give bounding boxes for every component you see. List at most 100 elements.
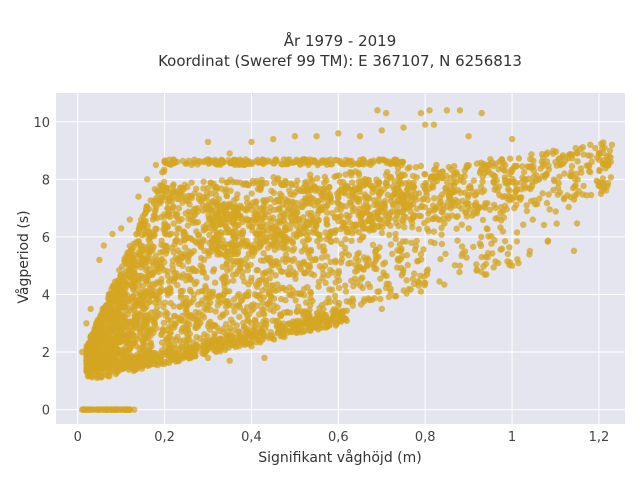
x-tick-label: 1,2 bbox=[589, 430, 610, 445]
y-tick-label: 6 bbox=[42, 231, 50, 246]
data-point bbox=[499, 193, 506, 200]
data-point bbox=[121, 290, 128, 298]
x-axis-ticks: 0 0,2 0,4 0,6 0,8 1 1,2 bbox=[74, 430, 610, 445]
data-point bbox=[207, 179, 214, 187]
data-point bbox=[429, 215, 437, 222]
data-point bbox=[243, 255, 250, 262]
data-point bbox=[387, 241, 395, 248]
data-point bbox=[400, 287, 407, 294]
data-point bbox=[503, 205, 510, 213]
data-point bbox=[287, 180, 295, 187]
data-point bbox=[259, 287, 266, 294]
data-point bbox=[332, 279, 339, 286]
data-point bbox=[291, 133, 299, 140]
data-point bbox=[409, 275, 416, 283]
data-point bbox=[498, 245, 506, 252]
data-point bbox=[130, 240, 137, 248]
data-point bbox=[282, 196, 289, 203]
data-point bbox=[283, 239, 290, 246]
data-point bbox=[161, 351, 168, 359]
data-point bbox=[585, 162, 592, 169]
data-point bbox=[335, 267, 342, 275]
data-point bbox=[161, 221, 168, 229]
data-point bbox=[258, 335, 265, 342]
chart-title-line-2: Koordinat (Sweref 99 TM): E 367107, N 62… bbox=[158, 52, 522, 70]
y-tick-label: 4 bbox=[42, 288, 50, 303]
data-point bbox=[393, 186, 400, 194]
data-point bbox=[307, 175, 314, 182]
data-point bbox=[177, 292, 185, 299]
data-point bbox=[145, 236, 152, 243]
data-point bbox=[398, 264, 405, 272]
data-point bbox=[306, 186, 313, 193]
data-point bbox=[526, 247, 534, 255]
data-point bbox=[193, 342, 200, 349]
data-point bbox=[287, 191, 294, 198]
data-point bbox=[293, 290, 301, 297]
data-point bbox=[424, 225, 431, 232]
data-point bbox=[579, 191, 586, 198]
data-point bbox=[214, 201, 221, 208]
data-point bbox=[142, 206, 150, 213]
data-point bbox=[291, 320, 299, 327]
data-point bbox=[91, 328, 99, 335]
data-point bbox=[99, 313, 106, 321]
data-point bbox=[306, 254, 313, 261]
data-point bbox=[283, 255, 290, 263]
data-point bbox=[142, 276, 149, 284]
data-point bbox=[497, 204, 505, 211]
data-point bbox=[151, 320, 158, 327]
data-point bbox=[214, 216, 222, 223]
data-point bbox=[204, 354, 212, 361]
data-point bbox=[457, 177, 464, 184]
data-point bbox=[93, 319, 101, 327]
data-point bbox=[461, 173, 468, 180]
data-point bbox=[193, 185, 200, 192]
data-point bbox=[367, 159, 374, 166]
data-point bbox=[153, 279, 161, 286]
data-point bbox=[404, 165, 411, 172]
data-point bbox=[527, 156, 534, 163]
data-point bbox=[158, 360, 165, 367]
data-point bbox=[138, 365, 146, 372]
data-point bbox=[152, 161, 160, 169]
data-point bbox=[302, 320, 309, 328]
data-point bbox=[114, 332, 122, 339]
data-point bbox=[552, 208, 559, 215]
data-point bbox=[513, 229, 521, 236]
data-point bbox=[313, 133, 320, 140]
data-point bbox=[203, 274, 210, 281]
data-point bbox=[334, 200, 342, 207]
data-point bbox=[128, 357, 135, 364]
data-point bbox=[252, 320, 260, 327]
data-point bbox=[464, 203, 471, 210]
data-point bbox=[126, 318, 133, 326]
data-point bbox=[306, 229, 313, 236]
data-point bbox=[152, 256, 160, 264]
data-point bbox=[198, 255, 205, 262]
data-point bbox=[408, 239, 415, 246]
data-point bbox=[268, 262, 276, 269]
data-point bbox=[477, 242, 485, 249]
data-point bbox=[172, 254, 179, 262]
data-point bbox=[167, 195, 174, 202]
data-point bbox=[150, 243, 157, 251]
data-point bbox=[325, 295, 332, 302]
data-point bbox=[307, 327, 314, 334]
data-point bbox=[463, 254, 470, 261]
data-point bbox=[380, 269, 387, 276]
data-points bbox=[78, 107, 616, 413]
data-point bbox=[117, 272, 125, 279]
data-point bbox=[320, 324, 328, 331]
data-point bbox=[137, 246, 144, 253]
data-point bbox=[413, 237, 420, 245]
data-point bbox=[278, 295, 285, 303]
data-point bbox=[156, 287, 163, 294]
data-point bbox=[398, 272, 405, 279]
data-point bbox=[382, 211, 389, 218]
data-point bbox=[608, 141, 616, 148]
data-point bbox=[321, 193, 328, 201]
data-point bbox=[544, 238, 551, 245]
data-point bbox=[261, 320, 268, 327]
